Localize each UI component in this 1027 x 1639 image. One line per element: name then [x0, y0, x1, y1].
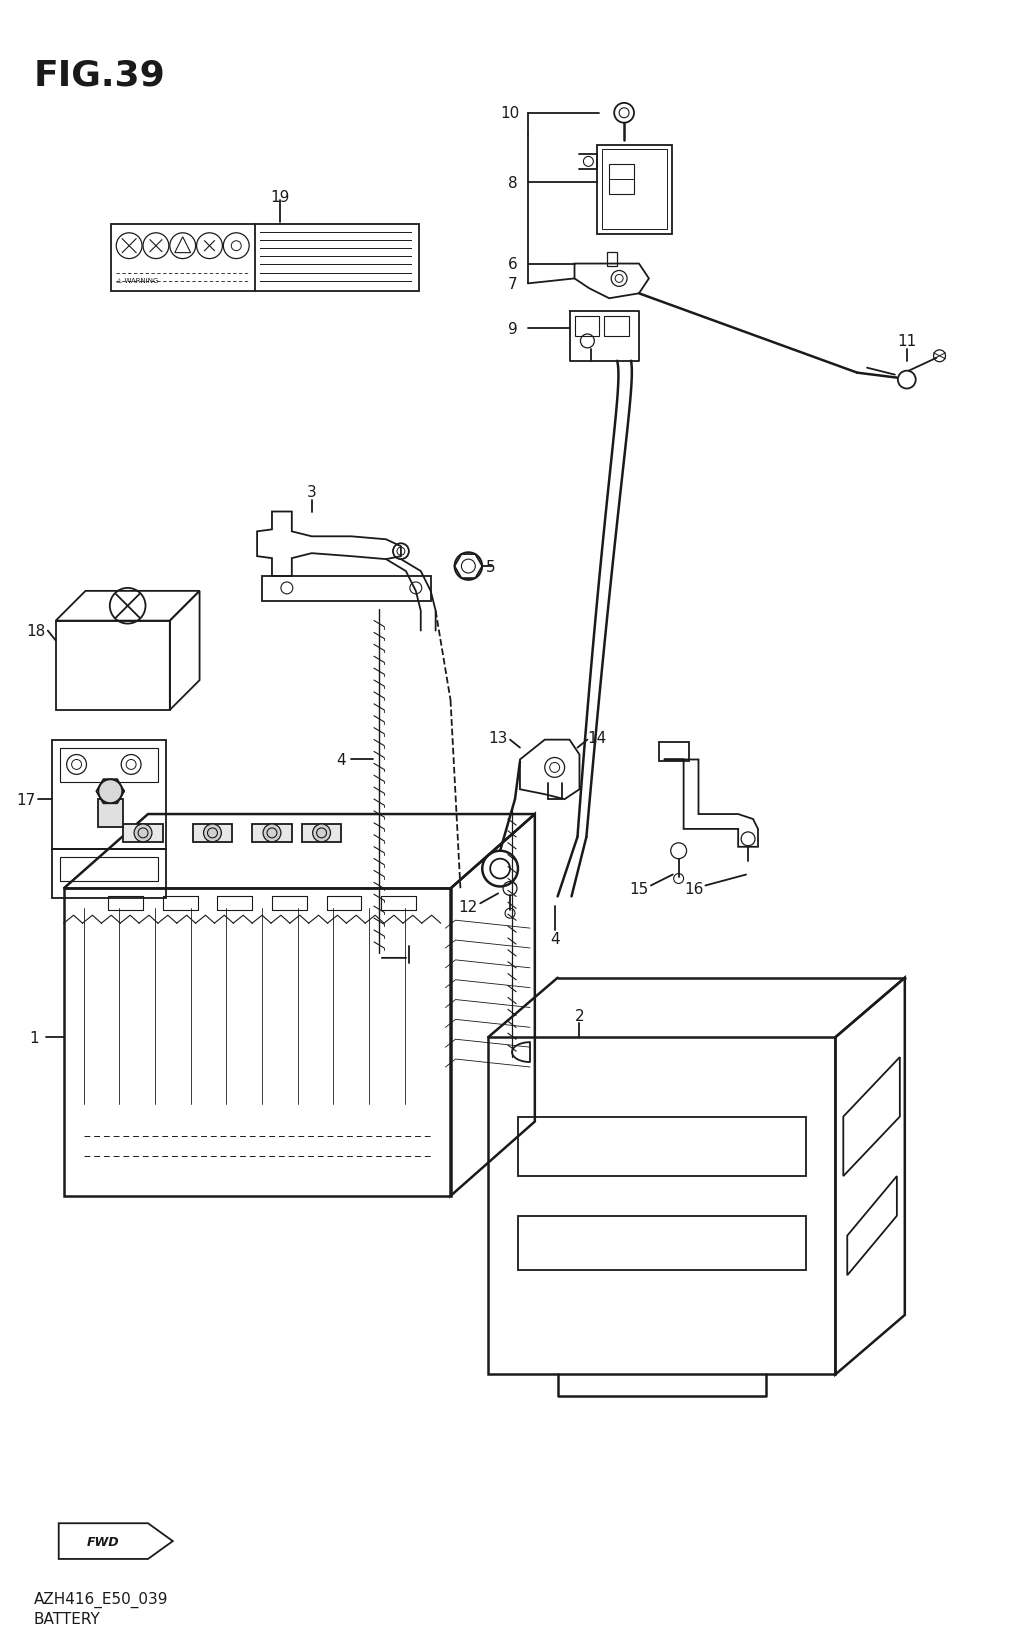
Bar: [193, 824, 232, 842]
Bar: [123, 824, 163, 842]
Text: 1: 1: [29, 1029, 39, 1046]
Text: 6: 6: [508, 257, 518, 272]
Text: AZH416_E50_039: AZH416_E50_039: [34, 1591, 168, 1606]
Text: 4: 4: [549, 931, 560, 946]
Text: 10: 10: [500, 107, 520, 121]
Text: 12: 12: [459, 900, 478, 915]
Bar: [60, 857, 158, 882]
Text: 9: 9: [508, 321, 518, 336]
Bar: [111, 225, 419, 292]
Bar: [99, 800, 123, 828]
Text: 13: 13: [489, 731, 507, 746]
Bar: [488, 1037, 835, 1375]
Bar: [253, 824, 292, 842]
Bar: [262, 577, 430, 602]
Text: 16: 16: [684, 882, 703, 897]
Bar: [604, 316, 630, 336]
Bar: [51, 741, 165, 849]
Text: BATTERY: BATTERY: [34, 1611, 101, 1626]
Text: 19: 19: [270, 190, 290, 205]
Bar: [658, 742, 688, 762]
Bar: [55, 621, 169, 710]
Text: 11: 11: [898, 334, 916, 349]
Text: 8: 8: [508, 175, 518, 190]
Text: FIG.39: FIG.39: [34, 59, 165, 92]
Circle shape: [312, 824, 331, 842]
Text: 17: 17: [16, 792, 36, 806]
Bar: [60, 747, 158, 783]
Text: FWD: FWD: [87, 1534, 120, 1547]
Text: 18: 18: [27, 624, 45, 639]
Bar: [51, 849, 165, 898]
Text: 3: 3: [307, 485, 316, 500]
Text: 14: 14: [587, 731, 607, 746]
Text: 2: 2: [575, 1008, 584, 1023]
Circle shape: [263, 824, 281, 842]
Bar: [302, 824, 341, 842]
Bar: [598, 146, 672, 234]
Bar: [518, 1216, 805, 1270]
Bar: [574, 316, 600, 336]
Circle shape: [135, 824, 152, 842]
Text: 7: 7: [508, 277, 518, 292]
Bar: [602, 151, 667, 229]
Text: 15: 15: [630, 882, 649, 897]
Bar: [607, 252, 617, 267]
Bar: [518, 1116, 805, 1177]
Bar: [64, 888, 451, 1196]
Bar: [609, 166, 634, 195]
Text: 4: 4: [337, 752, 346, 767]
Text: 5: 5: [486, 559, 495, 574]
Circle shape: [99, 780, 122, 803]
Text: ⚠ WARNING: ⚠ WARNING: [116, 279, 158, 284]
Circle shape: [203, 824, 222, 842]
